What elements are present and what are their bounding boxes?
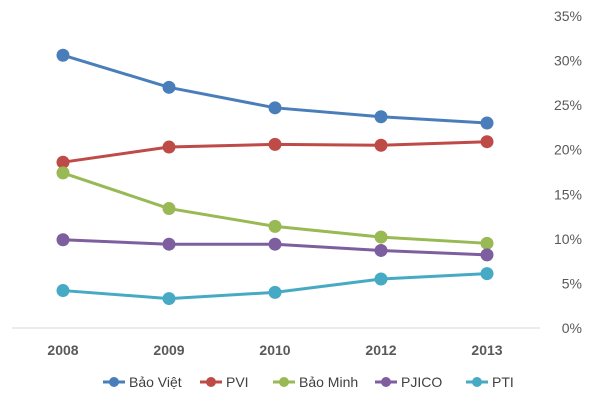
data-point	[374, 272, 388, 286]
legend-label: PTI	[492, 374, 514, 390]
data-point	[268, 219, 282, 233]
data-point	[162, 140, 176, 154]
data-point	[162, 237, 176, 251]
data-point	[56, 166, 70, 180]
y-tick-label: 5%	[562, 275, 582, 291]
x-tick-label: 2009	[153, 342, 184, 358]
legend-point-marker	[109, 377, 119, 387]
legend-label: Bảo Việt	[129, 374, 182, 390]
x-axis-tick-labels: 2008 2009 2010 2012 2013	[47, 342, 502, 358]
data-point	[56, 48, 70, 62]
legend: Bảo Việt PVI Bảo Minh PJICO PTI	[103, 374, 514, 390]
y-tick-label: 30%	[554, 53, 582, 69]
data-point	[480, 135, 494, 149]
y-axis-tick-labels: 0% 5% 10% 15% 20% 25% 30% 35%	[554, 8, 582, 336]
data-point	[374, 110, 388, 124]
y-tick-label: 20%	[554, 142, 582, 158]
legend-point-marker	[206, 377, 216, 387]
data-point	[162, 80, 176, 94]
legend-label: PJICO	[401, 374, 442, 390]
x-tick-label: 2013	[471, 342, 502, 358]
x-tick-label: 2012	[365, 342, 396, 358]
data-point	[374, 243, 388, 257]
data-point	[480, 236, 494, 250]
data-point	[374, 230, 388, 244]
legend-label: Bảo Minh	[299, 374, 358, 390]
data-point	[162, 292, 176, 306]
legend-point-marker	[381, 377, 391, 387]
series-lines	[61, 53, 489, 301]
data-point	[268, 237, 282, 251]
data-point	[480, 267, 494, 281]
data-point	[56, 284, 70, 298]
data-point	[56, 155, 70, 169]
y-tick-label: 35%	[554, 8, 582, 24]
data-point	[268, 101, 282, 115]
y-tick-label: 10%	[554, 231, 582, 247]
data-point	[480, 116, 494, 130]
data-point	[268, 285, 282, 299]
data-point	[374, 138, 388, 152]
data-point	[162, 202, 176, 216]
series-points	[56, 48, 494, 306]
data-point	[56, 233, 70, 247]
y-tick-label: 25%	[554, 97, 582, 113]
legend-label: PVI	[226, 374, 249, 390]
x-tick-label: 2008	[47, 342, 78, 358]
legend-point-marker	[279, 377, 289, 387]
data-point	[480, 248, 494, 262]
y-tick-label: 15%	[554, 186, 582, 202]
x-tick-label: 2010	[259, 342, 290, 358]
legend-point-marker	[472, 377, 482, 387]
y-tick-label: 0%	[562, 320, 582, 336]
data-point	[268, 137, 282, 151]
